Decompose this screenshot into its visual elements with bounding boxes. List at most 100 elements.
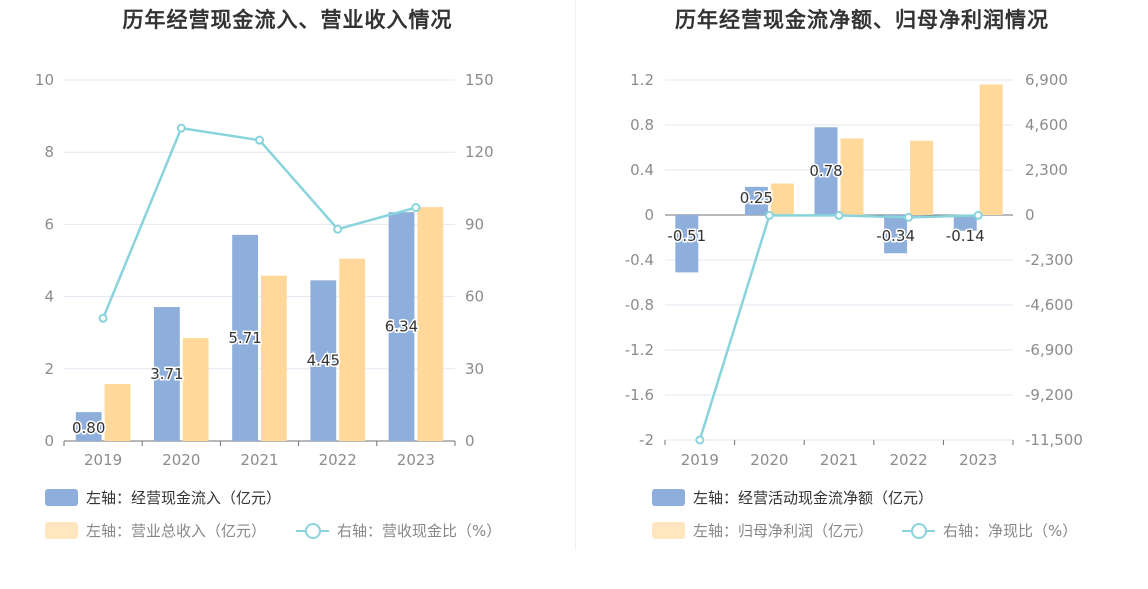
- bar-orange-2023: [979, 84, 1003, 215]
- x-axis-label-2019: 2019: [681, 451, 719, 469]
- left-axis-tick-label: 1.2: [630, 71, 654, 89]
- x-axis-label-2020: 2020: [162, 451, 200, 469]
- bar-data-label-2021: 0.78: [809, 162, 842, 180]
- line-series: [101, 126, 417, 319]
- bar-blue-2022: [310, 280, 337, 441]
- bar-data-label-2022: -0.34: [876, 227, 915, 245]
- chart-title: 历年经营现金流入、营业收入情况: [122, 8, 453, 32]
- line-point-2021: [255, 135, 264, 145]
- legend-label: 左轴：营业总收入（亿元）: [86, 522, 267, 540]
- right-axis-tick-label: 0: [1025, 206, 1035, 224]
- bar-data-label-2021: 5.71: [228, 329, 261, 347]
- left-axis-tick-label: -0.8: [625, 296, 654, 314]
- bar-orange-2021: [261, 275, 287, 441]
- bar-blue-2023: [388, 212, 415, 441]
- right-axis-tick-label: 4,600: [1025, 116, 1068, 134]
- line-point-2022: [904, 212, 914, 222]
- left-axis-tick-label: -2: [639, 431, 654, 449]
- right-axis-tick-label: 60: [465, 288, 484, 306]
- left-axis-tick-label: -1.2: [625, 341, 654, 359]
- chart-canvas: 0 0 2 30 4 60 6 90 8 120 10 150 2019 2020 2021 2022 2023…: [35, 71, 494, 469]
- right-axis-tick-label: 30: [465, 360, 484, 378]
- bar-data-label-2020: 0.25: [740, 189, 773, 207]
- x-axis-label-2021: 2021: [820, 451, 858, 469]
- legend-item-blue[interactable]: 左轴：经营活动现金流净额（亿元）: [652, 487, 933, 508]
- left-axis-tick-label: 0.8: [630, 116, 654, 134]
- bar-blue-2022: [884, 215, 908, 254]
- right-axis-tick-label: 90: [465, 215, 484, 233]
- right-axis-tick-label: -11,500: [1025, 431, 1083, 449]
- bar-orange-2022: [339, 258, 366, 441]
- legend-swatch-orange: [45, 522, 78, 539]
- bar-orange-2019: [104, 383, 131, 441]
- bar-blue-2021: [814, 127, 838, 215]
- legend-line-icon: [902, 522, 935, 539]
- bar-blue-2023: [953, 215, 977, 231]
- right-axis-tick-label: -2,300: [1025, 251, 1073, 269]
- chart-canvas: -2 -11,500 -1.6 -9,200 -1.2 -6,900 -0.8 -4,600 -…: [625, 71, 1083, 469]
- right-axis-tick-label: -6,900: [1025, 341, 1073, 359]
- legend-swatch-blue: [652, 489, 685, 506]
- left-axis-tick-label: 0.4: [630, 161, 654, 179]
- legend-item-orange[interactable]: 左轴：营业总收入（亿元）: [45, 520, 266, 541]
- legend-item-orange[interactable]: 左轴：归母净利润（亿元）: [652, 520, 873, 541]
- x-axis-label-2022: 2022: [319, 451, 357, 469]
- bar-orange-2020: [182, 338, 209, 441]
- legend-line-icon: [296, 522, 329, 539]
- chart-title: 历年经营现金流净额、归母净利润情况: [675, 8, 1049, 32]
- left-axis-tick-label: 0: [44, 432, 54, 450]
- legend-swatch-blue: [45, 489, 78, 506]
- legend-label: 左轴：经营活动现金流净额（亿元）: [693, 489, 934, 507]
- bar-orange-2022: [910, 140, 934, 215]
- bar-blue-2020: [153, 307, 180, 441]
- panel-divider: [575, 0, 576, 550]
- legend-label: 右轴：营收现金比（%）: [337, 522, 502, 540]
- right-axis-tick-label: 120: [465, 143, 494, 161]
- bar-blue-2019: [675, 215, 699, 273]
- right-axis-tick-label: 0: [465, 432, 475, 450]
- bar-data-label-2020: 3.71: [150, 365, 183, 383]
- right-axis-tick-label: -9,200: [1025, 386, 1073, 404]
- line-point-2020: [764, 210, 774, 220]
- legend-label: 左轴：经营现金流入（亿元）: [86, 489, 282, 507]
- right-axis-tick-label: 150: [465, 71, 494, 89]
- line-series: [698, 214, 979, 441]
- bar-orange-2021: [840, 138, 864, 215]
- bar-orange-2020: [770, 183, 794, 215]
- bar-orange-2023: [417, 207, 444, 441]
- chart-panel-cash-inflow: 历年经营现金流入、营业收入情况 0 0 2 30 4 60 6 90 8 120 10 150 2019…: [35, 8, 501, 541]
- left-axis-tick-label: -1.6: [625, 386, 654, 404]
- left-axis-tick-label: 10: [35, 71, 54, 89]
- bar-blue-2021: [232, 234, 258, 441]
- left-axis-tick-label: -0.4: [625, 251, 654, 269]
- legend-label: 右轴：净现比（%）: [943, 522, 1078, 540]
- left-axis-tick-label: 2: [44, 360, 54, 378]
- left-axis-tick-label: 0: [644, 206, 654, 224]
- right-axis-tick-label: -4,600: [1025, 296, 1073, 314]
- bar-data-label-2023: 6.34: [385, 318, 418, 336]
- line-point-2019: [695, 435, 705, 445]
- x-axis-label-2019: 2019: [84, 451, 122, 469]
- line-point-2023: [411, 203, 421, 213]
- bar-data-label-2022: 4.45: [307, 352, 340, 370]
- line-point-2019: [98, 313, 108, 323]
- x-axis-label-2021: 2021: [240, 451, 278, 469]
- legend-item-line[interactable]: 右轴：营收现金比（%）: [296, 520, 501, 541]
- bar-data-label-2019: 0.80: [72, 419, 105, 437]
- line-point-2023: [973, 210, 983, 220]
- legend-item-line[interactable]: 右轴：净现比（%）: [902, 520, 1077, 541]
- right-axis-tick-label: 2,300: [1025, 161, 1068, 179]
- legend-label: 左轴：归母净利润（亿元）: [693, 522, 874, 540]
- left-axis-tick-label: 4: [44, 288, 54, 306]
- chart-panel-net-cash: 历年经营现金流净额、归母净利润情况 -2 -11,500 -1.6 -9,200 -1.…: [576, 0, 1148, 589]
- x-axis-label-2022: 2022: [890, 451, 928, 469]
- right-axis-tick-label: 6,900: [1025, 71, 1068, 89]
- line-point-2022: [333, 224, 343, 234]
- legend-item-blue[interactable]: 左轴：经营现金流入（亿元）: [45, 487, 281, 508]
- x-axis-label-2020: 2020: [750, 451, 788, 469]
- line-point-2021: [834, 210, 844, 220]
- line-point-2020: [176, 123, 186, 133]
- left-axis-tick-label: 6: [44, 215, 54, 233]
- left-axis-tick-label: 8: [44, 143, 54, 161]
- x-axis-label-2023: 2023: [397, 451, 435, 469]
